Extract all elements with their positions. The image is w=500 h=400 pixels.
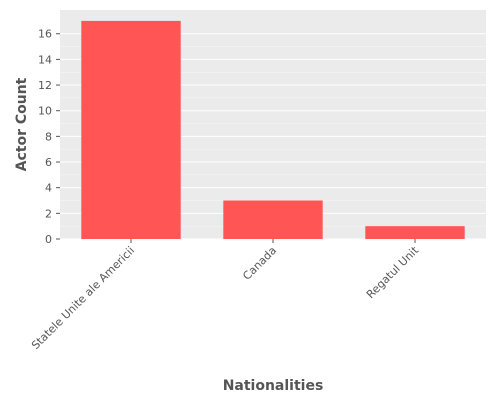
x-tick-label: Statele Unite ale Americii (29, 244, 137, 352)
x-axis-ticks: Statele Unite ale Americii Canada Regatul … (29, 239, 422, 352)
bar (81, 20, 181, 240)
y-tick-label: 14 (38, 53, 52, 66)
y-axis-ticks: 0 2 4 6 8 10 12 14 16 (38, 28, 60, 246)
y-tick-label: 8 (45, 130, 52, 143)
y-tick-label: 4 (45, 182, 52, 195)
y-axis-title: Actor Count (14, 77, 30, 171)
bars (81, 20, 465, 240)
y-tick-label: 10 (38, 105, 52, 118)
y-tick-label: 12 (38, 79, 52, 92)
bar (223, 200, 323, 239)
y-tick-label: 2 (45, 207, 52, 220)
x-tick-label: Regatul Unit (364, 243, 422, 301)
x-tick-label: Canada (240, 244, 279, 283)
bar (365, 226, 465, 239)
y-tick-label: 6 (45, 156, 52, 169)
y-tick-label: 0 (45, 233, 52, 246)
x-axis-title: Nationalities (223, 378, 324, 394)
y-tick-label: 16 (38, 28, 52, 41)
